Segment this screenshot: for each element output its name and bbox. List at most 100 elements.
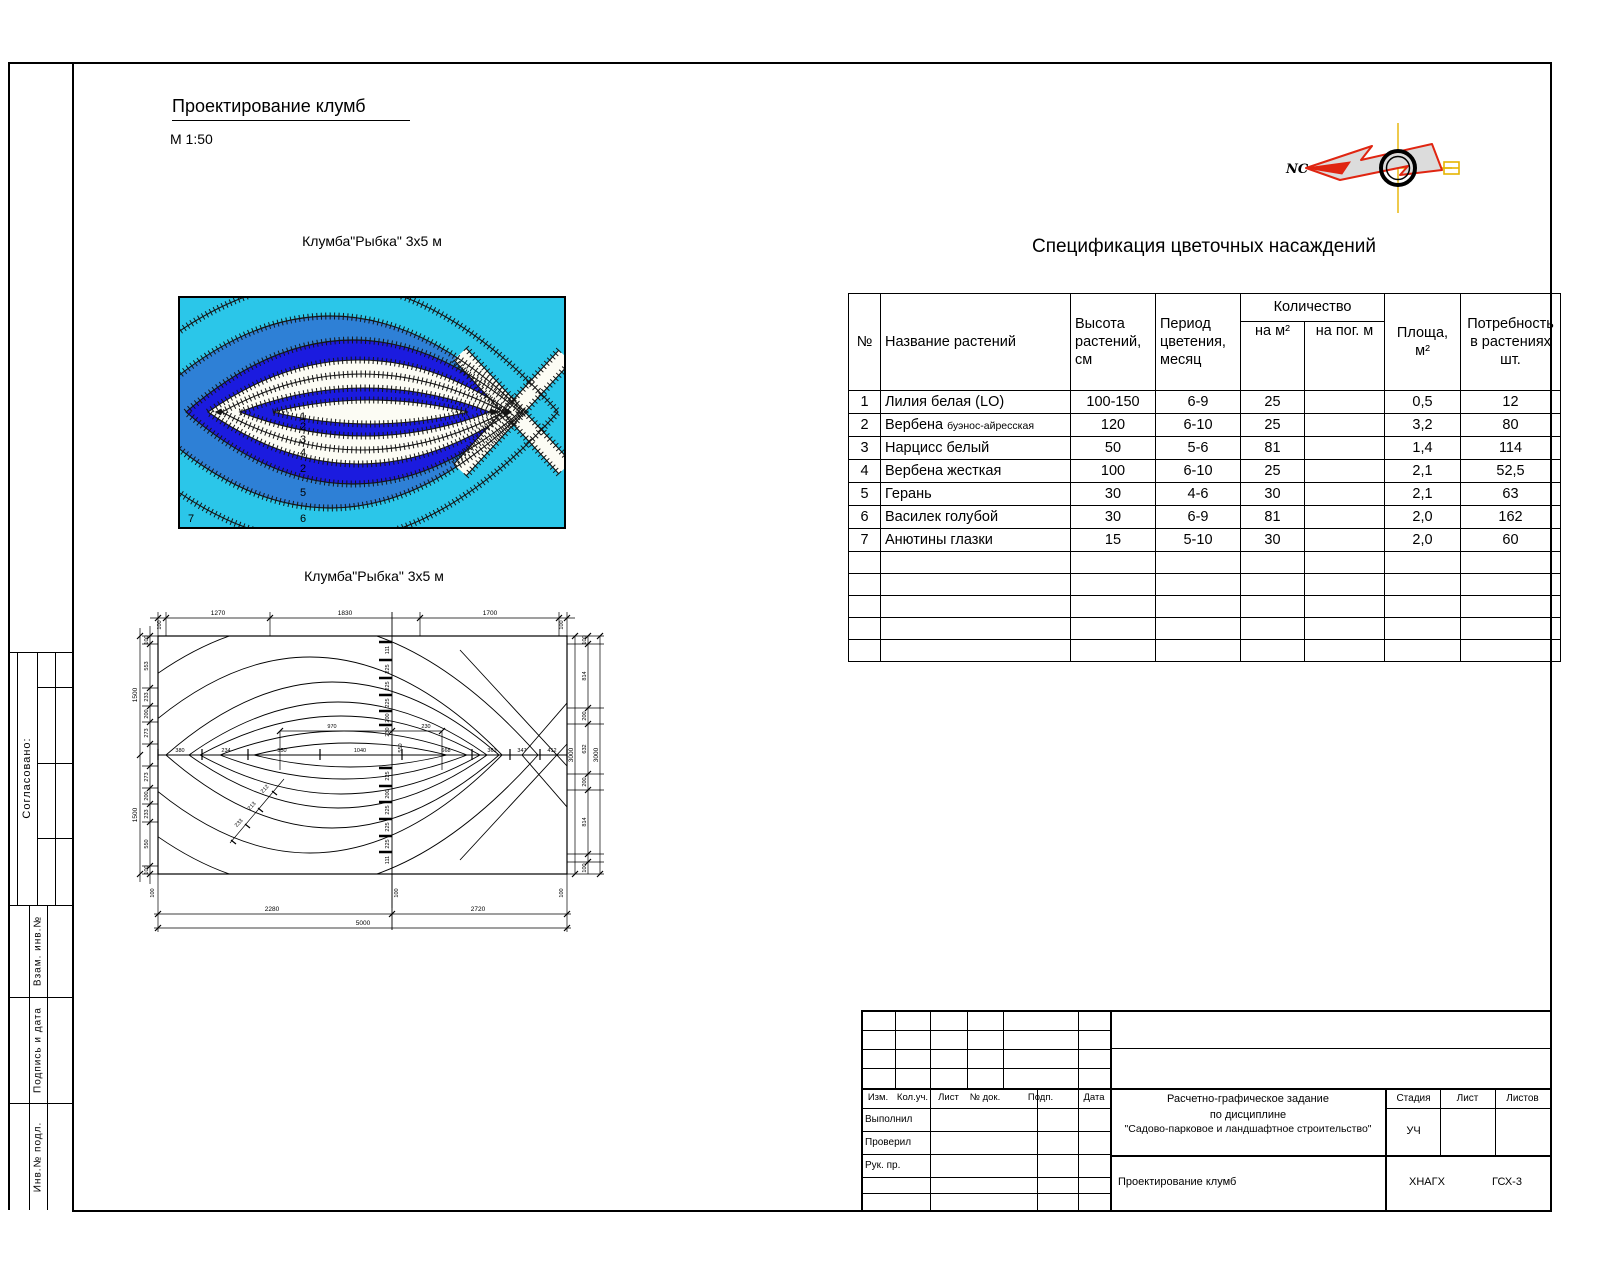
cell-area: 2,1 (1384, 459, 1461, 483)
tb-col-koluch: Кол.уч. (896, 1091, 929, 1103)
empty-row (848, 551, 1561, 574)
tb-stage-label: Стадия (1396, 1092, 1431, 1104)
svg-text:380: 380 (175, 748, 184, 754)
cell-area: 2,1 (1384, 482, 1461, 506)
svg-text:200: 200 (582, 711, 588, 720)
cell-area: 3,2 (1384, 413, 1461, 437)
svg-text:412: 412 (547, 748, 556, 754)
cell-qty-pog (1304, 413, 1385, 437)
svg-text:7: 7 (188, 513, 194, 525)
tb-role-author: Выполнил (865, 1114, 913, 1125)
svg-text:273: 273 (144, 772, 150, 781)
cell-name: Герань (880, 482, 1071, 506)
cell-name: Василек голубой (880, 505, 1071, 529)
tb-org: ХНАГХ (1409, 1176, 1445, 1189)
svg-text:100: 100 (582, 863, 588, 872)
svg-text:200: 200 (385, 713, 391, 722)
tb-sheet-label: Лист (1456, 1092, 1479, 1104)
cell-area: 0,5 (1384, 390, 1461, 414)
svg-text:225: 225 (385, 698, 391, 707)
empty-row (848, 617, 1561, 640)
svg-text:100: 100 (150, 888, 156, 897)
svg-text:1500: 1500 (132, 807, 139, 822)
cell-need: 80 (1460, 413, 1561, 437)
svg-text:550: 550 (398, 743, 404, 752)
cell-name: Нарцисс белый (880, 436, 1071, 460)
scale-label: М 1:50 (170, 131, 213, 147)
svg-text:233: 233 (144, 692, 150, 701)
col-header-height: Высота растений, см (1070, 293, 1156, 391)
table-row: 3 Нарцисс белый 50 5-6 81 1,4 114 (848, 436, 1561, 460)
svg-text:200: 200 (144, 791, 150, 800)
col-header-area: Площа, м² (1384, 293, 1461, 391)
svg-text:234: 234 (221, 748, 230, 754)
svg-text:225: 225 (385, 771, 391, 780)
strip-label-podpis: Подпись и дата (32, 1007, 44, 1093)
tb-col-data: Дата (1083, 1091, 1105, 1103)
cell-qty-pog (1304, 390, 1385, 414)
svg-text:100: 100 (157, 620, 163, 629)
col-header-period: Период цветения, месяц (1155, 293, 1241, 391)
cell-qty-m2: 30 (1240, 482, 1305, 506)
cell-qty-pog (1304, 528, 1385, 552)
svg-text:3000: 3000 (593, 747, 600, 762)
col-header-qty: Количество (1240, 293, 1385, 322)
north-compass: NC (1285, 123, 1460, 213)
cell-height: 30 (1070, 482, 1156, 506)
svg-text:5: 5 (300, 487, 306, 499)
cell-period: 6-9 (1155, 390, 1241, 414)
bed-outline-curves (158, 636, 567, 874)
table-row: 6 Василек голубой 30 6-9 81 2,0 162 (848, 505, 1561, 529)
svg-text:225: 225 (385, 839, 391, 848)
tb-col-ndok: № док. (969, 1091, 1001, 1103)
svg-text:1700: 1700 (483, 610, 498, 617)
cell-height: 15 (1070, 528, 1156, 552)
dimension-labels: 100 1270 1830 1700 100 1500 1500 100 553… (132, 610, 600, 927)
svg-text:2: 2 (300, 421, 306, 433)
dimension-lines (136, 612, 604, 932)
svg-text:273: 273 (144, 728, 150, 737)
svg-text:1: 1 (300, 411, 306, 423)
svg-text:553: 553 (144, 661, 150, 670)
cell-num: 1 (848, 390, 881, 414)
header-row-1: № Название растений Высота растений, см … (848, 293, 1561, 391)
svg-text:100: 100 (582, 635, 588, 644)
col-header-qty-pog: на пог. м (1304, 321, 1385, 391)
tb-group: ГСХ-3 (1492, 1176, 1522, 1189)
svg-text:213: 213 (247, 801, 258, 812)
tb-doc-line2: по дисциплине (1209, 1108, 1287, 1121)
svg-text:363: 363 (487, 748, 496, 754)
svg-text:225: 225 (385, 664, 391, 673)
cell-qty-m2: 25 (1240, 390, 1305, 414)
svg-text:212: 212 (260, 784, 271, 795)
cell-height: 50 (1070, 436, 1156, 460)
svg-text:100: 100 (394, 888, 400, 897)
flowerbed-colored-drawing: 1 2 3 4 2 5 6 7 (178, 296, 566, 529)
cell-qty-m2: 30 (1240, 528, 1305, 552)
svg-text:111: 111 (385, 856, 391, 864)
col-header-need: Потребность в растениях шт. (1460, 293, 1561, 391)
svg-text:225: 225 (385, 681, 391, 690)
sheet-corner-line (8, 62, 72, 64)
cell-need: 162 (1460, 505, 1561, 529)
cell-need: 60 (1460, 528, 1561, 552)
svg-text:1830: 1830 (338, 610, 353, 617)
svg-text:200: 200 (144, 709, 150, 718)
svg-text:225: 225 (385, 805, 391, 814)
svg-text:4: 4 (300, 447, 306, 459)
svg-text:632: 632 (582, 744, 588, 753)
cell-period: 4-6 (1155, 482, 1241, 506)
cell-height: 100-150 (1070, 390, 1156, 414)
svg-text:1040: 1040 (354, 748, 366, 754)
tb-col-podp: Подп. (1027, 1091, 1054, 1103)
svg-text:230: 230 (385, 727, 391, 736)
flowerbed-dimensioned-drawing: 100 1270 1830 1700 100 1500 1500 100 553… (132, 610, 604, 932)
tb-doc-line3: "Садово-парковое и ландшафтное строитель… (1124, 1123, 1372, 1136)
tb-bottom-title: Проектирование клумб (1118, 1176, 1237, 1189)
cell-period: 6-10 (1155, 413, 1241, 437)
cell-name: Вербена жесткая (880, 459, 1071, 483)
table-row: 5 Герань 30 4-6 30 2,1 63 (848, 482, 1561, 506)
header-row-2: на м² на пог. м (849, 321, 1561, 391)
spec-table: № Название растений Высота растений, см … (848, 293, 1561, 662)
cell-need: 12 (1460, 390, 1561, 414)
